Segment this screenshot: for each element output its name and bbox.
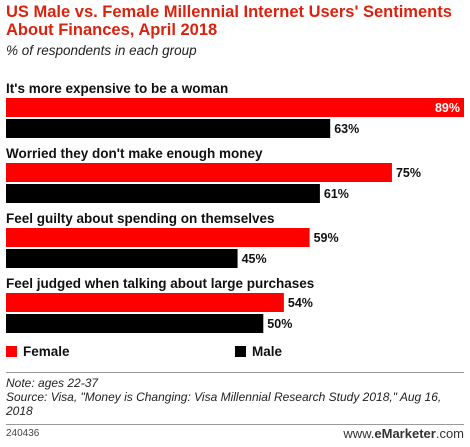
bar-female	[6, 98, 464, 117]
category-label: Feel guilty about spending on themselves	[6, 211, 275, 226]
bar-male	[6, 119, 331, 138]
legend-label-male: Male	[252, 344, 283, 359]
bar-male	[6, 314, 264, 333]
value-label-male: 61%	[324, 187, 349, 201]
value-label-male: 45%	[242, 252, 267, 266]
brand-suffix: .com	[435, 426, 464, 441]
value-label-female: 54%	[288, 296, 313, 310]
brand-logo[interactable]: www.eMarketer.com	[343, 426, 464, 441]
value-label-female: 75%	[396, 166, 421, 180]
category-label: It's more expensive to be a woman	[6, 81, 228, 96]
chart-id: 240436	[6, 428, 40, 439]
legend-swatch-female	[6, 346, 17, 357]
chart-footer: Note: ages 22-37 Source: Visa, "Money is…	[6, 376, 466, 418]
category-label: Feel judged when talking about large pur…	[6, 276, 314, 291]
bar-chart: It's more expensive to be a woman 89% 63% W…	[6, 81, 464, 359]
bar-male	[6, 249, 238, 268]
value-label-male: 50%	[267, 317, 292, 331]
brand-prefix: www.	[343, 426, 375, 441]
footer-bottom-divider	[6, 424, 464, 425]
legend-label-female: Female	[23, 344, 70, 359]
value-label-female: 59%	[314, 231, 339, 245]
legend-swatch-male	[235, 346, 246, 357]
bar-female	[6, 163, 392, 182]
bar-male	[6, 184, 320, 203]
footer-source: Source: Visa, "Money is Changing: Visa M…	[6, 390, 442, 418]
chart-title: US Male vs. Female Millennial Internet U…	[6, 3, 452, 39]
bar-female	[6, 293, 284, 312]
footer-note: Note: ages 22-37	[6, 376, 99, 390]
bar-female	[6, 228, 310, 247]
category-label: Worried they don't make enough money	[6, 146, 263, 161]
chart-subtitle: % of respondents in each group	[6, 43, 197, 58]
value-label-male: 63%	[334, 122, 359, 136]
value-label-female: 89%	[435, 101, 460, 115]
footer-divider	[6, 372, 464, 373]
brand-name: eMarketer	[374, 426, 436, 441]
